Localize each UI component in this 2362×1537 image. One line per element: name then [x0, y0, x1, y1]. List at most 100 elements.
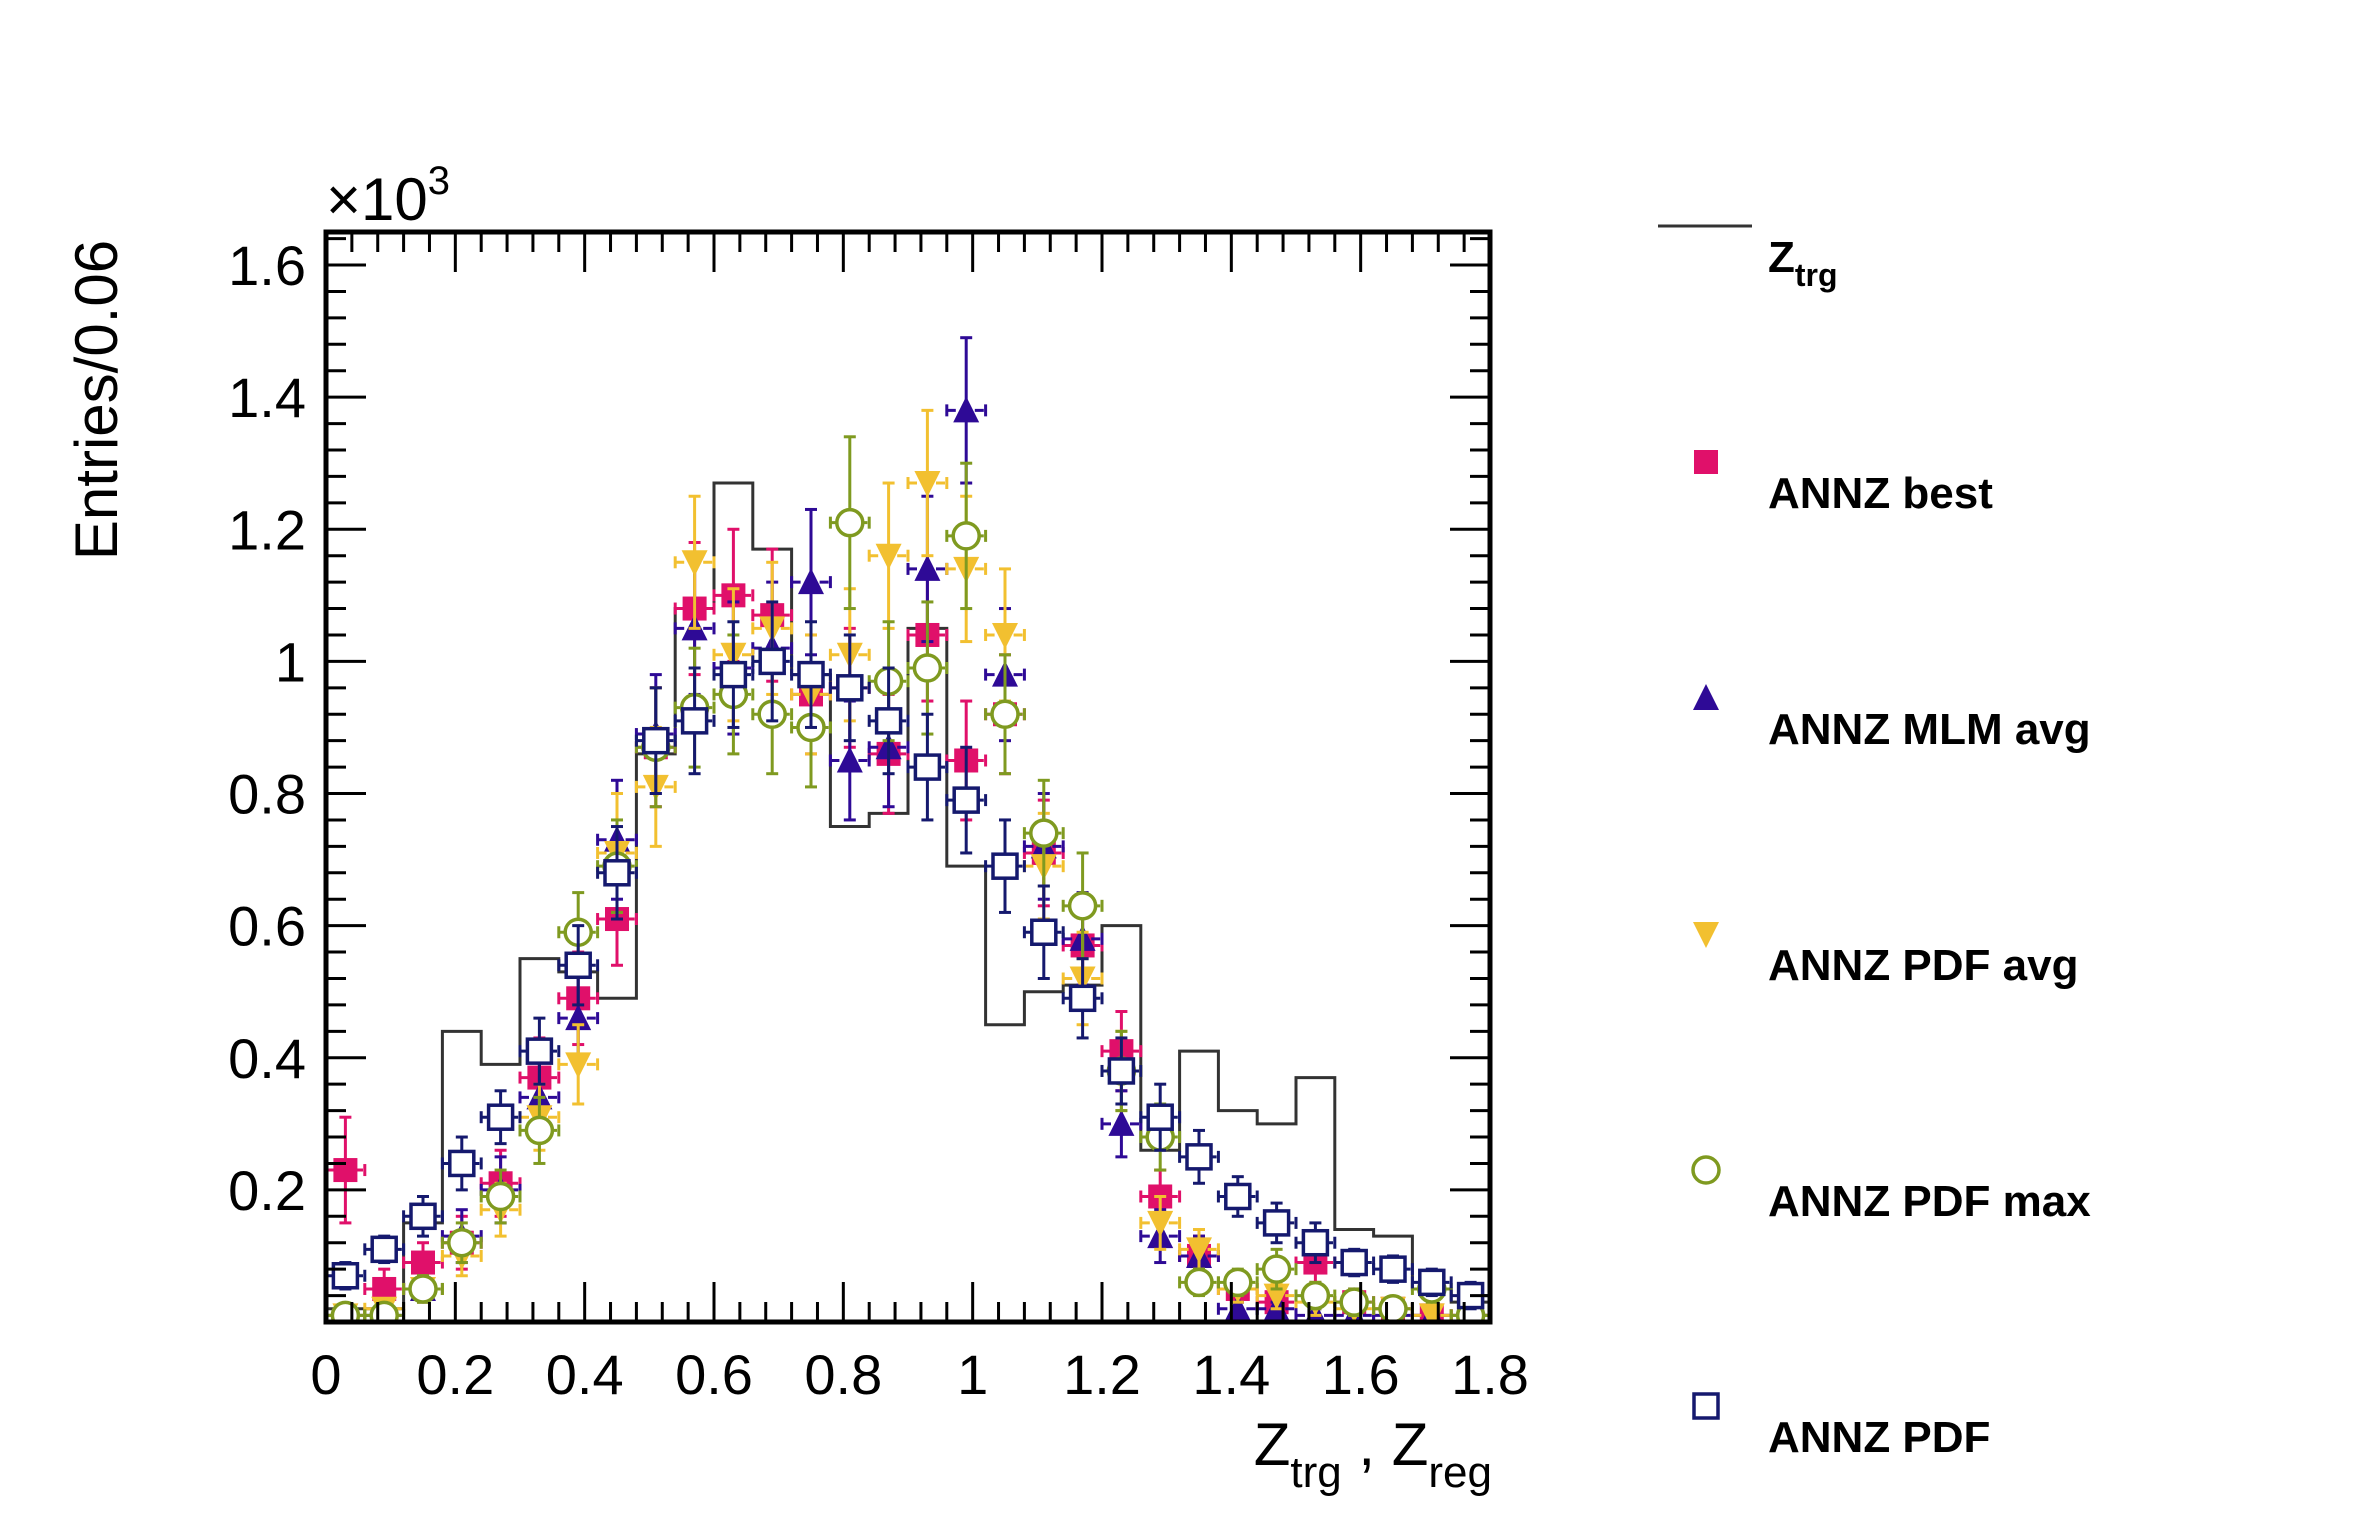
axis-ticks: [324, 232, 1492, 1324]
legend: Ztrg ANNZ best ANNZ MLM avg ANNZ PDF avg ANN…: [1658, 224, 2091, 1462]
series-annz-pdf-avg-point: [867, 481, 910, 630]
series-annz-pdf-point: [1100, 1036, 1143, 1106]
series-annz-pdf-point: [1061, 957, 1104, 1040]
x-axis-title-sub1: trg: [1290, 1448, 1341, 1497]
x-tick-label: 0.8: [804, 1343, 882, 1406]
y-tick-label: 0.4: [228, 1027, 306, 1090]
axis-tick-labels: 0 0.2 0.4 0.6 0.8 1 1.2 1.4 1.6 1.8 0.2 0.4 0.6 0.8 1 1…: [228, 234, 1529, 1406]
series-annz-pdf-point: [790, 620, 832, 729]
y-axis-title: Entries/0.06: [63, 240, 130, 560]
series-annz-mlm-avg-point: [945, 336, 988, 485]
y-tick-label: 1.6: [228, 234, 306, 297]
series-annz-pdf-point: [518, 1016, 561, 1086]
series-annz-pdf-max-point: [440, 1221, 483, 1265]
legend-label: ANNZ best: [1768, 469, 1993, 518]
plot-frame: [323, 229, 1493, 1325]
series-annz-pdf-avg-point: [1410, 1303, 1453, 1322]
y-axis-multiplier: ×103: [326, 159, 450, 233]
series-annz-pdf-max-point: [945, 461, 988, 611]
legend-marker-swatch: [1693, 684, 1719, 710]
x-axis-title-sub2: reg: [1428, 1448, 1492, 1497]
series-annz-best-point: [326, 1115, 367, 1225]
x-tick-label: 1.4: [1192, 1343, 1270, 1406]
series-annz-pdf-point: [1178, 1128, 1220, 1185]
series-annz-pdf-point: [557, 924, 600, 1007]
series-annz-pdf-max-point: [1372, 1294, 1414, 1322]
x-axis-title: Ztrg , Zreg: [1254, 1411, 1492, 1497]
legend-entry-annz-pdf: ANNZ PDF: [1692, 1392, 1990, 1462]
legend-marker-swatch: [1693, 922, 1719, 948]
series-annz-pdf-max-point: [1216, 1267, 1259, 1298]
y-tick-label: 1: [275, 630, 306, 693]
series-annz-pdf-point: [1333, 1247, 1376, 1278]
series-annz-pdf-point: [363, 1234, 406, 1265]
x-axis-title-separator: ,: [1342, 1411, 1392, 1478]
y-tick-label: 0.8: [228, 763, 306, 826]
y-axis-multiplier-exponent: 3: [428, 159, 450, 203]
series-annz-pdf-avg-point: [1178, 1228, 1220, 1271]
x-axis-title-z2: Z: [1392, 1411, 1429, 1478]
series-annz-pdf-avg-point: [557, 1023, 600, 1106]
series-annz-pdf-max-point: [1333, 1287, 1376, 1317]
series-annz-pdf-max-point: [1255, 1247, 1298, 1291]
series-annz-pdf-max-point: [1294, 1280, 1337, 1311]
legend-label: ANNZ MLM avg: [1768, 705, 2091, 754]
series-annz-pdf: [326, 600, 1490, 1311]
series-annz-pdf-avg-point: [673, 494, 716, 630]
series-annz-pdf-point: [828, 633, 871, 743]
series-annz-pdf-max-point: [1022, 778, 1065, 888]
series-annz-pdf-point: [1255, 1201, 1298, 1245]
series-annz-pdf-max-point: [479, 1168, 522, 1225]
x-axis-title-z1: Z: [1254, 1411, 1291, 1478]
series-annz-pdf-max-point: [828, 435, 871, 611]
series-annz-pdf-point: [326, 1261, 367, 1291]
series-annz-pdf-point: [712, 620, 755, 729]
series-annz-pdf-point: [479, 1089, 522, 1146]
legend-entry-z-trg: Ztrg: [1658, 224, 1838, 293]
legend-label: ANNZ PDF avg: [1768, 941, 2078, 990]
legend-marker-swatch: [1694, 450, 1718, 474]
series-annz-pdf-max-point: [984, 653, 1026, 776]
series-annz-pdf-point: [1294, 1221, 1337, 1265]
x-tick-label: 0.4: [546, 1343, 624, 1406]
histogram-layer: [326, 481, 1490, 1322]
x-tick-label: 1: [957, 1343, 988, 1406]
legend-label: Ztrg: [1768, 233, 1838, 293]
series-annz-pdf-point: [1139, 1082, 1182, 1152]
series-annz-pdf-point: [440, 1135, 483, 1192]
x-tick-label: 1.6: [1322, 1343, 1400, 1406]
series-z-trg-line: [326, 481, 1490, 1322]
x-tick-label: 0: [310, 1343, 341, 1406]
series-annz-pdf-point: [945, 745, 988, 855]
x-tick-label: 1.2: [1063, 1343, 1141, 1406]
series-annz-pdf-point: [1216, 1175, 1259, 1218]
series-annz-pdf-point: [1372, 1254, 1414, 1284]
x-tick-label: 0.2: [416, 1343, 494, 1406]
y-tick-label: 0.6: [228, 895, 306, 958]
series-annz-pdf-point: [402, 1194, 444, 1238]
y-tick-label: 1.2: [228, 498, 306, 561]
x-tick-label: 1.8: [1451, 1343, 1529, 1406]
series-annz-pdf-max-point: [402, 1274, 444, 1304]
series-annz-pdf-point: [1410, 1267, 1453, 1298]
series-annz-pdf-point: [634, 686, 677, 796]
series-annz-pdf-point: [673, 666, 716, 776]
legend-marker-swatch: [1692, 1392, 1720, 1420]
y-tick-label: 1.4: [228, 366, 306, 429]
series-annz-pdf-point: [751, 600, 794, 723]
legend-entry-annz-mlm-avg: ANNZ MLM avg: [1693, 684, 2091, 754]
series-annz-pdf-point: [984, 818, 1026, 914]
y-tick-label: 0.2: [228, 1159, 306, 1222]
series-annz-pdf-point: [867, 666, 910, 776]
legend-marker-swatch: [1691, 1155, 1721, 1185]
markers-layer: [326, 336, 1490, 1322]
legend-entry-annz-best: ANNZ best: [1694, 450, 1993, 518]
series-annz-pdf-max-point: [1178, 1267, 1220, 1298]
legend-label: ANNZ PDF max: [1768, 1177, 2091, 1226]
series-annz-pdf-avg-point: [906, 408, 949, 558]
series-annz-pdf-max-point: [518, 1095, 561, 1165]
x-tick-label: 0.6: [675, 1343, 753, 1406]
series-annz-pdf-point: [906, 712, 949, 822]
series-annz-pdf-point: [1022, 884, 1065, 980]
